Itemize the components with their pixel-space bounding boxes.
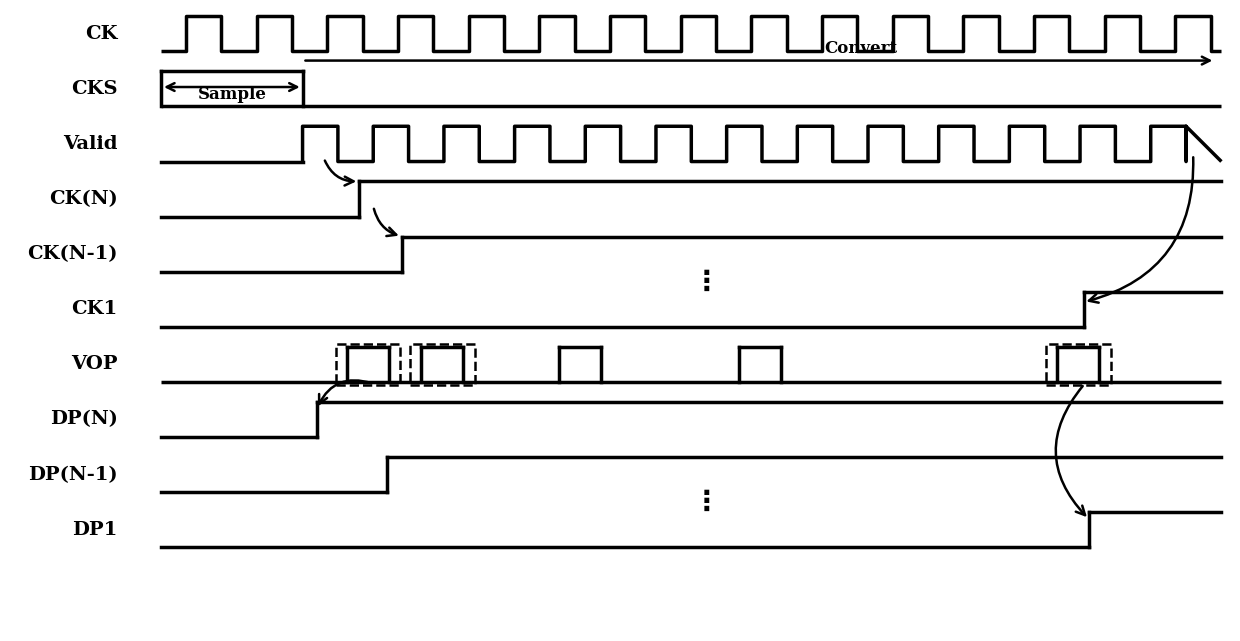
- Text: ⋮: ⋮: [693, 488, 720, 516]
- Bar: [1045, 344, 1111, 385]
- Text: Sample: Sample: [197, 86, 267, 103]
- Text: CK1: CK1: [72, 300, 118, 319]
- Text: Valid: Valid: [63, 135, 118, 153]
- Bar: [409, 344, 475, 385]
- Text: ⋮: ⋮: [693, 268, 720, 296]
- Text: VOP: VOP: [71, 355, 118, 374]
- Text: CK(N-1): CK(N-1): [27, 245, 118, 263]
- Text: CKS: CKS: [71, 79, 118, 98]
- Text: DP1: DP1: [72, 520, 118, 539]
- Text: CK: CK: [86, 24, 118, 43]
- Text: Convert: Convert: [825, 40, 898, 57]
- Bar: [336, 344, 401, 385]
- Text: DP(N-1): DP(N-1): [29, 465, 118, 484]
- Text: DP(N): DP(N): [50, 410, 118, 429]
- Text: CK(N): CK(N): [50, 190, 118, 208]
